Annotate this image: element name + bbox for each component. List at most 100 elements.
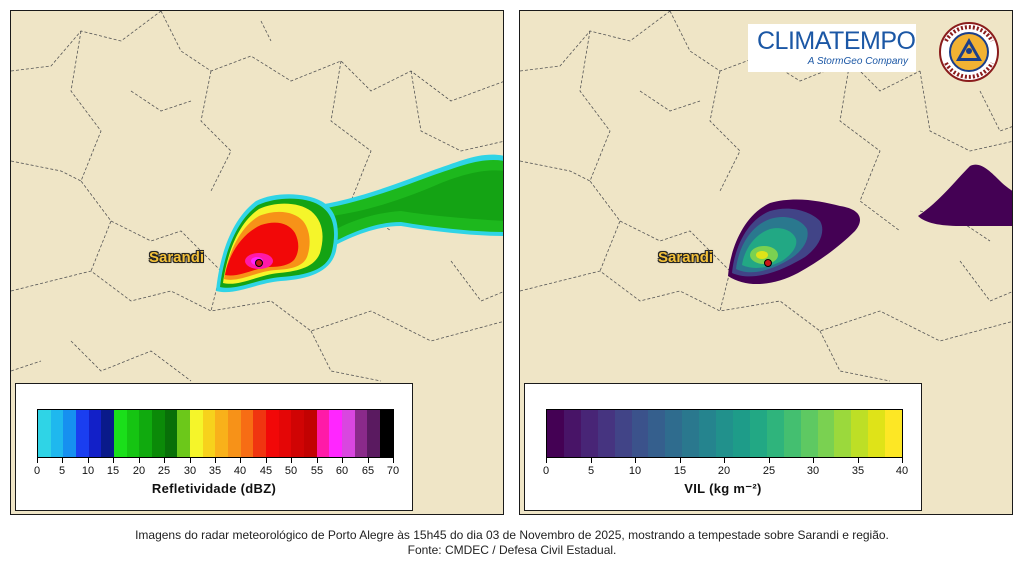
vil-colorbar-segment (716, 410, 733, 457)
reflectivity-tick-label: 60 (335, 465, 349, 477)
reflectivity-colorbar-segment (38, 410, 51, 457)
reflectivity-map-panel: Sarandi 0 5 10 15 20 25 30 35 40 45 50 55 60 65 70 Ref… (10, 10, 504, 515)
reflectivity-tick-mark (393, 458, 394, 463)
reflectivity-tick-label: 65 (361, 465, 375, 477)
sarandi-marker (764, 259, 772, 267)
reflectivity-tick-mark (62, 458, 63, 463)
reflectivity-tick-mark (215, 458, 216, 463)
vil-tick-label: 30 (806, 465, 820, 477)
figure-caption: Imagens do radar meteorológico de Porto … (135, 528, 889, 542)
vil-tick-label: 40 (895, 465, 909, 477)
reflectivity-colorbar-segment (240, 410, 254, 457)
climatempo-logo: CLIMATEMPO A StormGeo Company (748, 24, 916, 72)
reflectivity-colorbar-segment (354, 410, 368, 457)
reflectivity-colorbar-segment (342, 410, 355, 457)
storm-tail-inner (329, 170, 503, 233)
vil-tick-mark (724, 458, 725, 463)
reflectivity-colorbar-segment (63, 410, 77, 457)
vil-map (520, 11, 1012, 382)
reflectivity-colorbar-segment (152, 410, 165, 457)
reflectivity-legend: 0 5 10 15 20 25 30 35 40 45 50 55 60 65 70 Refletivida… (15, 383, 413, 511)
reflectivity-tick-mark (368, 458, 369, 463)
city-label-sarandi: Sarandi (658, 249, 714, 266)
vil-tick-label: 0 (542, 465, 550, 477)
reflectivity-tick-label: 40 (233, 465, 247, 477)
reflectivity-tick-label: 55 (310, 465, 324, 477)
reflectivity-tick-mark (291, 458, 292, 463)
reflectivity-colorbar-segment (88, 410, 102, 457)
reflectivity-tick-mark (342, 458, 343, 463)
reflectivity-tick-mark (190, 458, 191, 463)
vil-tick-label: 25 (762, 465, 776, 477)
reflectivity-tick-label: 30 (183, 465, 197, 477)
reflectivity-colorbar-segment (329, 410, 343, 457)
reflectivity-tick-label: 35 (208, 465, 222, 477)
vil-colorbar-title: VIL (kg m⁻²) (684, 481, 762, 496)
vil-colorbar-segment (749, 410, 767, 457)
vil-colorbar-segment (868, 410, 886, 457)
reflectivity-colorbar-segment (367, 410, 381, 457)
reflectivity-colorbar-segment (114, 410, 127, 457)
reflectivity-colorbar-segment (139, 410, 153, 457)
reflectivity-colorbar-segment (101, 410, 115, 457)
reflectivity-colorbar-segment (215, 410, 229, 457)
vil-colorbar-segment (614, 410, 632, 457)
vil-colorbar-ticks: 0 5 10 15 20 25 30 35 40 (542, 458, 908, 478)
reflectivity-colorbar-segment (190, 410, 203, 457)
vil-tick-mark (902, 458, 903, 463)
vil-tick-mark (813, 458, 814, 463)
defesa-civil-seal-icon (939, 22, 999, 82)
figure-source: Fonte: CMDEC / Defesa Civil Estadual. (407, 543, 617, 557)
reflectivity-colorbar-segment (164, 410, 178, 457)
vil-cell-peak (756, 251, 768, 259)
city-label-sarandi: Sarandi (149, 249, 205, 266)
reflectivity-colorbar-segment (316, 410, 330, 457)
vil-tick-label: 35 (851, 465, 865, 477)
vil-colorbar-segment (597, 410, 615, 457)
vil-colorbar-segment (699, 410, 717, 457)
vil-tick-label: 10 (628, 465, 642, 477)
vil-colorbar-segment (885, 410, 903, 457)
reflectivity-colorbar (37, 409, 394, 458)
reflectivity-tick-label: 45 (259, 465, 273, 477)
reflectivity-tick-label: 50 (284, 465, 298, 477)
vil-cell-east (918, 164, 1012, 226)
climatempo-brand: CLIMATEMPO (757, 27, 916, 55)
reflectivity-tick-label: 20 (132, 465, 146, 477)
reflectivity-tick-mark (164, 458, 165, 463)
reflectivity-tick-mark (240, 458, 241, 463)
reflectivity-colorbar-segment (228, 410, 241, 457)
vil-map-panel: Sarandi CLIMATEMPO A StormGeo Company 0 5… (519, 10, 1013, 515)
reflectivity-tick-mark (139, 458, 140, 463)
vil-colorbar-segment (682, 410, 700, 457)
reflectivity-colorbar-segment (126, 410, 140, 457)
reflectivity-tick-label: 5 (58, 465, 66, 477)
vil-colorbar-segment (563, 410, 581, 457)
reflectivity-tick-mark (317, 458, 318, 463)
vil-colorbar-segment (851, 410, 869, 457)
vil-tick-mark (769, 458, 770, 463)
vil-tick-mark (680, 458, 681, 463)
vil-colorbar-segment (800, 410, 818, 457)
vil-tick-label: 20 (717, 465, 731, 477)
reflectivity-tick-mark (266, 458, 267, 463)
vil-colorbar-segment (631, 410, 649, 457)
reflectivity-colorbar-segment (304, 410, 317, 457)
reflectivity-colorbar-segment (380, 410, 393, 457)
vil-tick-label: 5 (587, 465, 595, 477)
reflectivity-colorbar-segment (202, 410, 216, 457)
reflectivity-tick-label: 0 (33, 465, 41, 477)
vil-tick-mark (546, 458, 547, 463)
reflectivity-tick-mark (37, 458, 38, 463)
reflectivity-colorbar-segment (50, 410, 64, 457)
reflectivity-colorbar-ticks: 0 5 10 15 20 25 30 35 40 45 50 55 60 65 70 (33, 458, 399, 478)
reflectivity-colorbar-segment (291, 410, 305, 457)
sarandi-marker (255, 259, 263, 267)
vil-colorbar-segment (732, 410, 750, 457)
vil-legend: 0 5 10 15 20 25 30 35 40 VIL (kg m⁻²) (524, 383, 922, 511)
vil-colorbar-segment (783, 410, 801, 457)
vil-tick-label: 15 (673, 465, 687, 477)
reflectivity-colorbar-segment (278, 410, 292, 457)
reflectivity-colorbar-segment (253, 410, 267, 457)
vil-colorbar (546, 409, 903, 458)
